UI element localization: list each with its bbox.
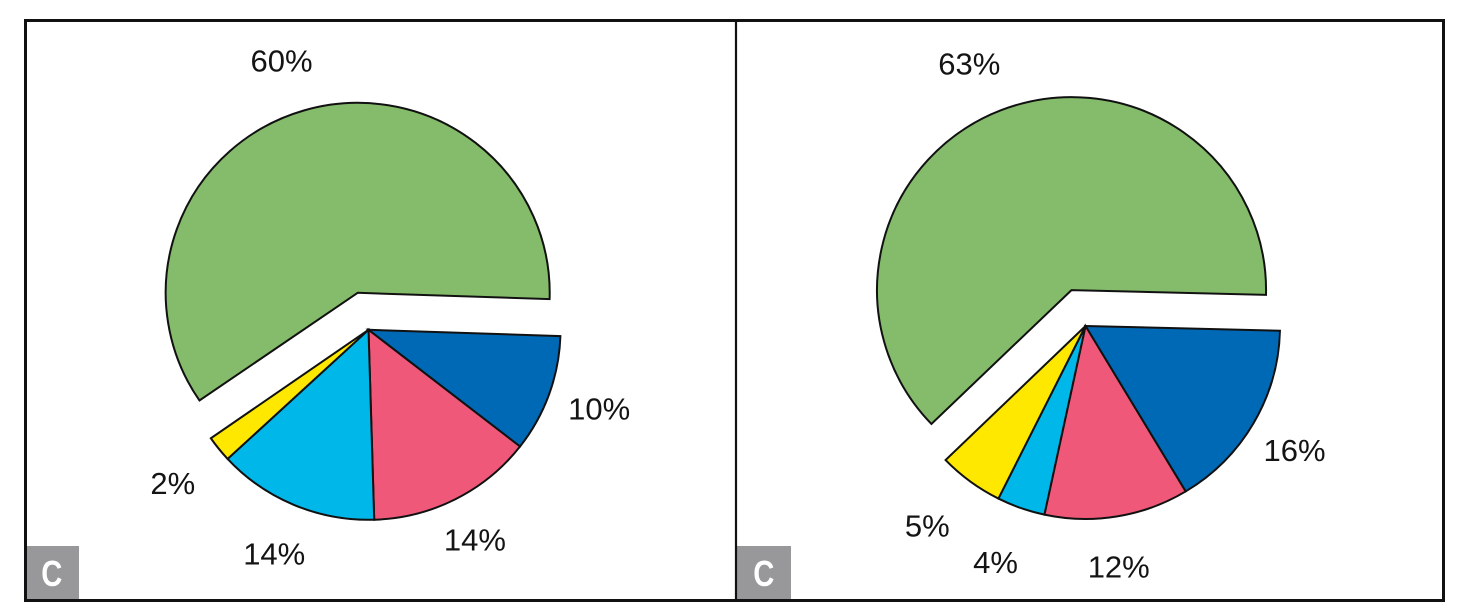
- svg-text:C: C: [41, 554, 62, 595]
- svg-text:16%: 16%: [1264, 433, 1326, 468]
- svg-text:5%: 5%: [905, 508, 950, 543]
- svg-text:4%: 4%: [973, 545, 1018, 580]
- svg-text:12%: 12%: [1088, 550, 1150, 585]
- svg-text:C: C: [753, 554, 774, 595]
- svg-text:2%: 2%: [150, 466, 195, 501]
- svg-text:63%: 63%: [938, 46, 1000, 81]
- svg-text:10%: 10%: [568, 392, 630, 427]
- svg-text:14%: 14%: [444, 522, 506, 557]
- svg-text:60%: 60%: [251, 44, 313, 79]
- svg-text:14%: 14%: [243, 537, 305, 572]
